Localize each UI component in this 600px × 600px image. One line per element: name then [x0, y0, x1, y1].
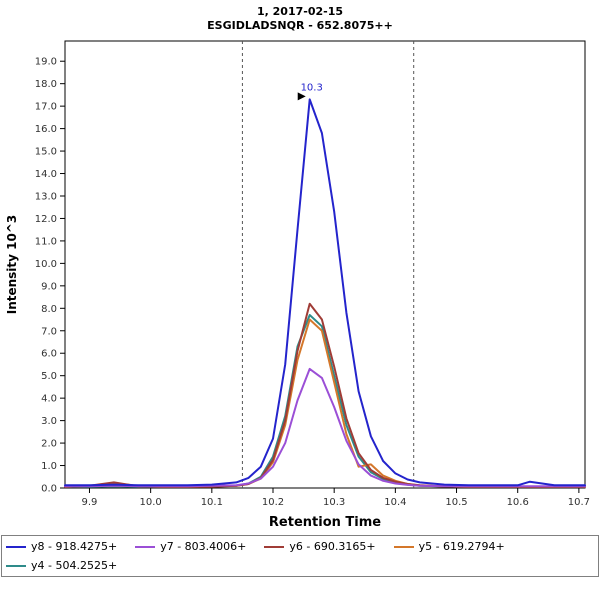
x-tick-label: 10.7 — [568, 497, 590, 508]
legend-line-marker-icon — [393, 545, 414, 548]
x-tick-label: 10.4 — [384, 497, 406, 508]
x-tick-label: 10.1 — [201, 497, 223, 508]
y-tick-label: 9.0 — [41, 281, 57, 292]
x-tick-label: 9.9 — [82, 497, 98, 508]
peak-apex-arrow-icon — [297, 92, 306, 101]
y-tick-label: 3.0 — [41, 416, 57, 427]
legend-line-marker-icon — [6, 545, 26, 548]
y-tick-label: 7.0 — [41, 326, 57, 337]
plot-frame — [64, 40, 586, 489]
x-tick-label: 10.2 — [262, 497, 284, 508]
y-tick-label: 19.0 — [35, 57, 57, 68]
y-tick-label: 15.0 — [35, 147, 57, 158]
legend-item-y6: y6 - 690.3165+ — [264, 537, 376, 556]
y-tick-label: 0.0 — [41, 484, 57, 495]
legend-item-label: y5 - 619.2794+ — [418, 540, 505, 553]
series-line-y8 — [64, 98, 586, 487]
legend: y8 - 918.4275+ y7 - 803.4006+ y6 - 690.316… — [1, 535, 599, 577]
y-tick-label: 18.0 — [35, 79, 57, 90]
y-tick-label: 12.0 — [35, 214, 57, 225]
y-tick-label: 16.0 — [35, 124, 57, 135]
y-tick-label: 6.0 — [41, 349, 57, 360]
peak-annotation-label: 10.3 — [301, 82, 323, 93]
chromatogram-plot: 9.9 10.0 10.1 10.2 10.3 10.4 10.5 10.6 10.7 0.0 1.… — [5, 40, 590, 530]
legend-line-marker-icon — [135, 545, 156, 548]
legend-item-label: y8 - 918.4275+ — [31, 540, 118, 553]
legend-line-marker-icon — [6, 564, 26, 567]
chart-titles: 1, 2017-02-15 ESGIDLADSNQR - 652.8075++ — [0, 5, 600, 33]
legend-item-y7: y7 - 803.4006+ — [135, 537, 246, 556]
x-axis-title: Retention Time — [269, 515, 381, 530]
x-tick-label: 10.5 — [445, 497, 467, 508]
x-tick-label: 10.6 — [507, 497, 529, 508]
y-tick-label: 1.0 — [41, 461, 57, 472]
x-tick-label: 10.3 — [323, 497, 345, 508]
legend-line-marker-icon — [264, 545, 285, 548]
y-tick-label: 5.0 — [41, 371, 57, 382]
legend-item-label: y4 - 504.2525+ — [31, 559, 118, 572]
chart-title-replicate: 1, 2017-02-15 — [256, 5, 344, 18]
y-tick-label: 14.0 — [35, 169, 57, 180]
legend-item-label: y6 - 690.3165+ — [289, 540, 376, 553]
legend-item-y8: y8 - 918.4275+ — [6, 537, 117, 556]
y-tick-label: 10.0 — [35, 259, 57, 270]
legend-item-label: y7 - 803.4006+ — [160, 540, 247, 553]
legend-item-y4: y4 - 504.2525+ — [6, 556, 117, 575]
y-axis-title: Intensity 10^3 — [5, 215, 19, 315]
chart-title-peptide: ESGIDLADSNQR - 652.8075++ — [207, 19, 393, 32]
y-tick-label: 13.0 — [35, 191, 57, 202]
y-tick-label: 11.0 — [35, 236, 57, 247]
y-tick-label: 4.0 — [41, 394, 57, 405]
y-tick-label: 8.0 — [41, 304, 57, 315]
y-tick-label: 2.0 — [41, 439, 57, 450]
legend-item-y5: y5 - 619.2794+ — [393, 537, 505, 556]
x-tick-label: 10.0 — [140, 497, 162, 508]
y-tick-label: 17.0 — [35, 102, 57, 113]
